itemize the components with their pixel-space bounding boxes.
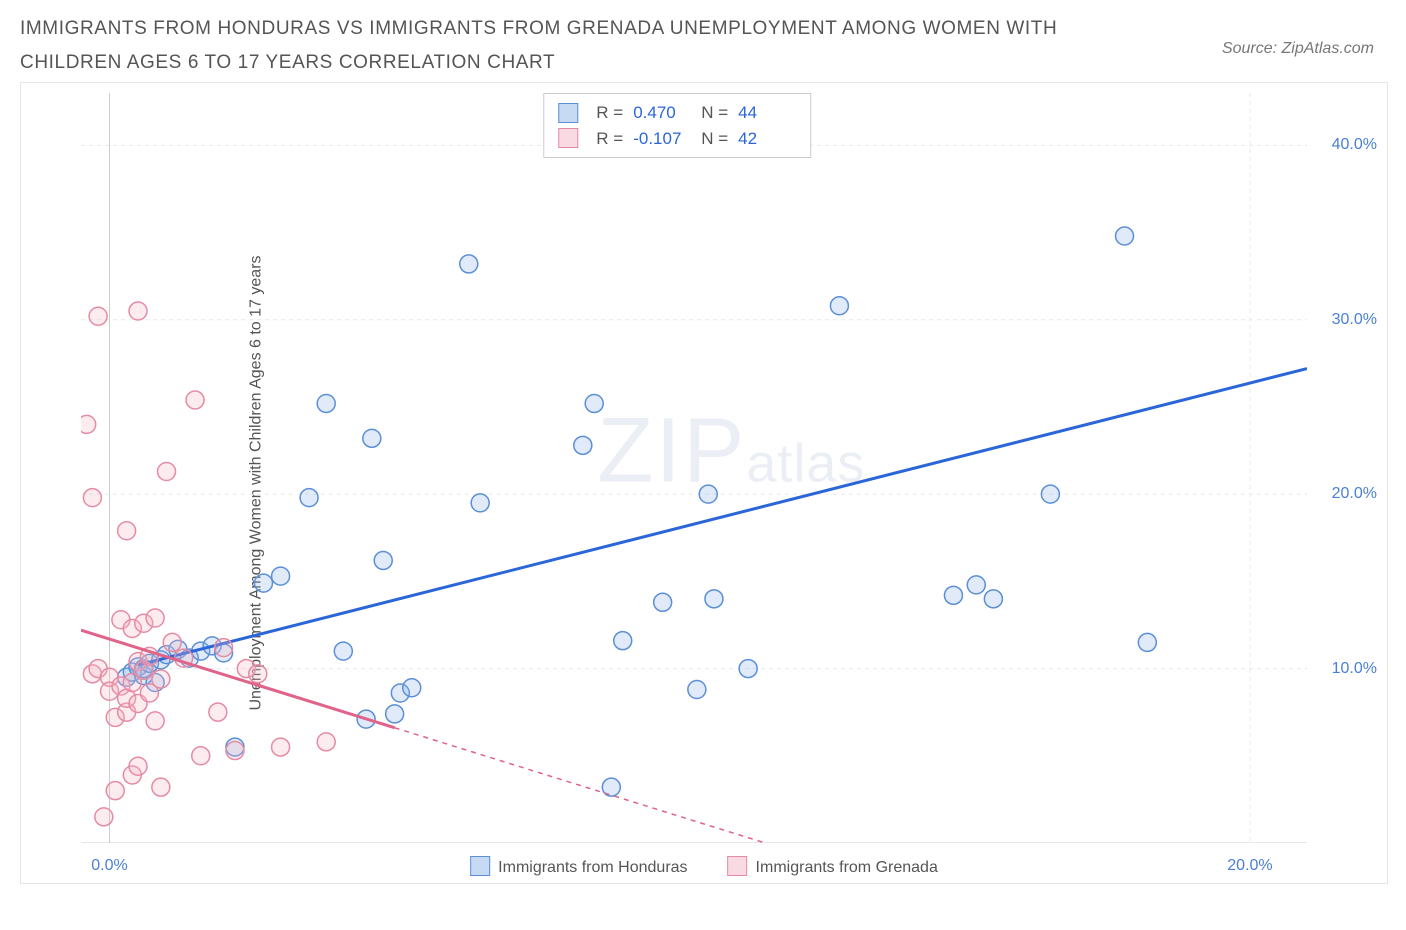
r-value-grenada: -0.107: [633, 126, 691, 152]
y-tick-label: 30.0%: [1332, 311, 1377, 329]
r-prefix: R =: [596, 100, 623, 126]
plot-svg: [81, 93, 1307, 843]
source-label: Source: ZipAtlas.com: [1222, 40, 1374, 58]
y-tick-label: 10.0%: [1332, 660, 1377, 678]
rn-row-grenada: R = -0.107 N = 42: [558, 126, 796, 152]
x-tick-label: 20.0%: [1227, 857, 1272, 875]
legend-label-honduras: Immigrants from Honduras: [498, 859, 687, 876]
y-tick-label: 40.0%: [1332, 136, 1377, 154]
r-value-honduras: 0.470: [633, 100, 691, 126]
n-value-grenada: 42: [738, 126, 796, 152]
plot-area: [81, 93, 1307, 843]
swatch-grenada: [728, 856, 748, 876]
legend-item-honduras: Immigrants from Honduras: [470, 856, 687, 877]
series-legend: Immigrants from Honduras Immigrants from…: [470, 856, 938, 877]
n-prefix: N =: [701, 126, 728, 152]
y-tick-label: 20.0%: [1332, 485, 1377, 503]
chart-title: IMMIGRANTS FROM HONDURAS VS IMMIGRANTS F…: [20, 12, 1100, 80]
rn-legend: R = 0.470 N = 44 R = -0.107 N = 42: [543, 93, 811, 158]
rn-row-honduras: R = 0.470 N = 44: [558, 100, 796, 126]
legend-label-grenada: Immigrants from Grenada: [756, 859, 938, 876]
n-value-honduras: 44: [738, 100, 796, 126]
legend-item-grenada: Immigrants from Grenada: [728, 856, 938, 877]
n-prefix: N =: [701, 100, 728, 126]
chart-container: IMMIGRANTS FROM HONDURAS VS IMMIGRANTS F…: [0, 0, 1406, 930]
r-prefix: R =: [596, 126, 623, 152]
swatch-grenada: [558, 128, 578, 148]
swatch-honduras: [470, 856, 490, 876]
plot-wrap: Unemployment Among Women with Children A…: [20, 82, 1388, 884]
x-tick-label: 0.0%: [91, 857, 127, 875]
swatch-honduras: [558, 103, 578, 123]
